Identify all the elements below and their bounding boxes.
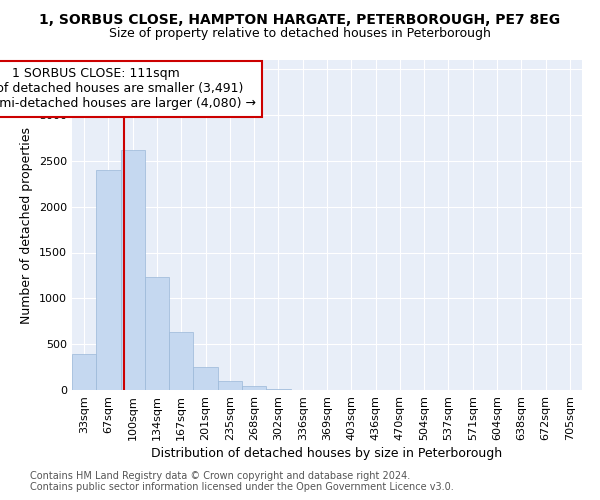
Bar — [145, 277, 169, 390]
Bar — [266, 388, 290, 390]
Bar — [242, 386, 266, 390]
Text: 1 SORBUS CLOSE: 111sqm
← 46% of detached houses are smaller (3,491)
53% of semi-: 1 SORBUS CLOSE: 111sqm ← 46% of detached… — [0, 68, 256, 110]
Bar — [121, 150, 145, 390]
Bar — [218, 381, 242, 390]
Y-axis label: Number of detached properties: Number of detached properties — [20, 126, 34, 324]
Bar — [72, 354, 96, 390]
Text: 1, SORBUS CLOSE, HAMPTON HARGATE, PETERBOROUGH, PE7 8EG: 1, SORBUS CLOSE, HAMPTON HARGATE, PETERB… — [40, 12, 560, 26]
Text: Contains public sector information licensed under the Open Government Licence v3: Contains public sector information licen… — [30, 482, 454, 492]
Bar — [193, 367, 218, 390]
Text: Size of property relative to detached houses in Peterborough: Size of property relative to detached ho… — [109, 28, 491, 40]
X-axis label: Distribution of detached houses by size in Peterborough: Distribution of detached houses by size … — [151, 447, 503, 460]
Text: Contains HM Land Registry data © Crown copyright and database right 2024.: Contains HM Land Registry data © Crown c… — [30, 471, 410, 481]
Bar — [96, 170, 121, 390]
Bar — [169, 332, 193, 390]
